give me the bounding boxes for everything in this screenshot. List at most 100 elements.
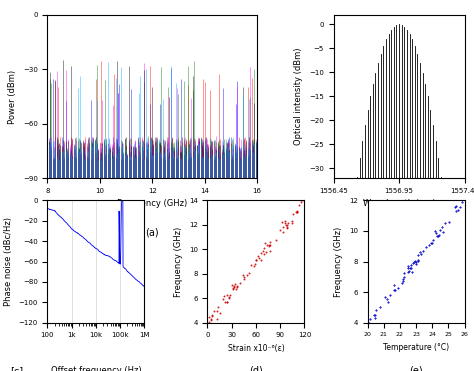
Point	[223, 299, 231, 305]
Point	[399, 276, 407, 282]
Point	[366, 316, 374, 322]
Y-axis label: Optical intensity (dBm): Optical intensity (dBm)	[294, 48, 303, 145]
Point	[299, 195, 307, 201]
Text: (b): (b)	[392, 227, 406, 237]
Point	[377, 304, 384, 310]
Point	[231, 282, 239, 288]
Point	[414, 257, 422, 263]
Point	[208, 317, 215, 323]
X-axis label: Wavelength (nm): Wavelength (nm)	[363, 199, 436, 209]
Point	[386, 292, 393, 298]
Text: [c]: [c]	[10, 365, 24, 371]
Point	[295, 202, 302, 208]
Point	[288, 220, 296, 226]
Point	[266, 239, 273, 245]
Point	[225, 294, 232, 300]
Point	[445, 219, 453, 225]
Point	[422, 244, 429, 250]
Point	[409, 260, 417, 266]
Point	[208, 312, 216, 318]
Point	[205, 319, 213, 325]
Point	[281, 218, 289, 224]
Point	[400, 270, 408, 276]
Point	[370, 312, 378, 318]
Point	[425, 242, 433, 248]
Point	[213, 308, 220, 314]
Point	[412, 262, 420, 267]
Point	[281, 220, 289, 226]
Point	[408, 262, 415, 268]
Point	[265, 242, 273, 248]
Y-axis label: Frequency (GHz): Frequency (GHz)	[174, 226, 183, 297]
Y-axis label: Power (dBm): Power (dBm)	[8, 69, 17, 124]
Point	[225, 295, 233, 301]
Point	[297, 200, 305, 206]
Point	[373, 307, 380, 313]
Point	[410, 259, 418, 265]
Point	[209, 313, 216, 319]
Point	[266, 242, 274, 248]
Point	[243, 272, 251, 278]
Point	[260, 245, 268, 251]
Text: (d): (d)	[249, 365, 263, 371]
Point	[297, 196, 305, 201]
Point	[293, 208, 301, 214]
Point	[265, 243, 273, 249]
Point	[280, 224, 287, 230]
Point	[214, 304, 222, 310]
Point	[220, 293, 228, 299]
Point	[292, 209, 300, 215]
Text: (e): (e)	[409, 365, 423, 371]
Point	[276, 227, 283, 233]
Point	[213, 316, 221, 322]
Point	[261, 250, 268, 256]
Point	[411, 259, 419, 265]
Point	[442, 220, 449, 226]
Point	[259, 248, 267, 254]
Point	[434, 233, 441, 239]
Point	[216, 310, 224, 316]
Point	[247, 262, 255, 268]
Point	[279, 230, 286, 236]
Point	[408, 265, 415, 271]
Point	[391, 287, 398, 293]
Point	[428, 240, 435, 246]
Point	[289, 211, 297, 217]
Point	[252, 257, 259, 263]
Point	[434, 233, 441, 239]
Point	[219, 296, 227, 302]
Point	[404, 265, 411, 270]
Point	[416, 249, 424, 255]
Point	[398, 280, 406, 286]
Point	[458, 199, 466, 205]
Point	[433, 230, 440, 236]
Point	[245, 270, 252, 276]
Point	[401, 274, 408, 280]
Point	[390, 282, 397, 288]
Point	[237, 280, 244, 286]
Point	[282, 222, 290, 228]
Point	[436, 232, 443, 238]
Point	[255, 253, 262, 259]
Point	[221, 299, 228, 305]
Point	[264, 242, 271, 248]
Point	[210, 308, 218, 314]
Y-axis label: Frequency (GHz): Frequency (GHz)	[334, 226, 343, 297]
Point	[252, 261, 259, 267]
Point	[297, 197, 304, 203]
Point	[406, 265, 414, 271]
Point	[229, 286, 237, 292]
Point	[232, 286, 240, 292]
X-axis label: Frequency (GHz): Frequency (GHz)	[117, 199, 187, 209]
Point	[230, 284, 237, 290]
Point	[384, 299, 392, 305]
Point	[255, 255, 262, 261]
Y-axis label: Phase noise (dBc/Hz): Phase noise (dBc/Hz)	[4, 217, 13, 306]
Point	[415, 252, 422, 257]
Point	[278, 219, 286, 224]
Point	[439, 229, 447, 235]
Point	[456, 204, 464, 210]
Point	[283, 222, 291, 228]
Point	[257, 257, 265, 263]
Point	[272, 237, 280, 243]
